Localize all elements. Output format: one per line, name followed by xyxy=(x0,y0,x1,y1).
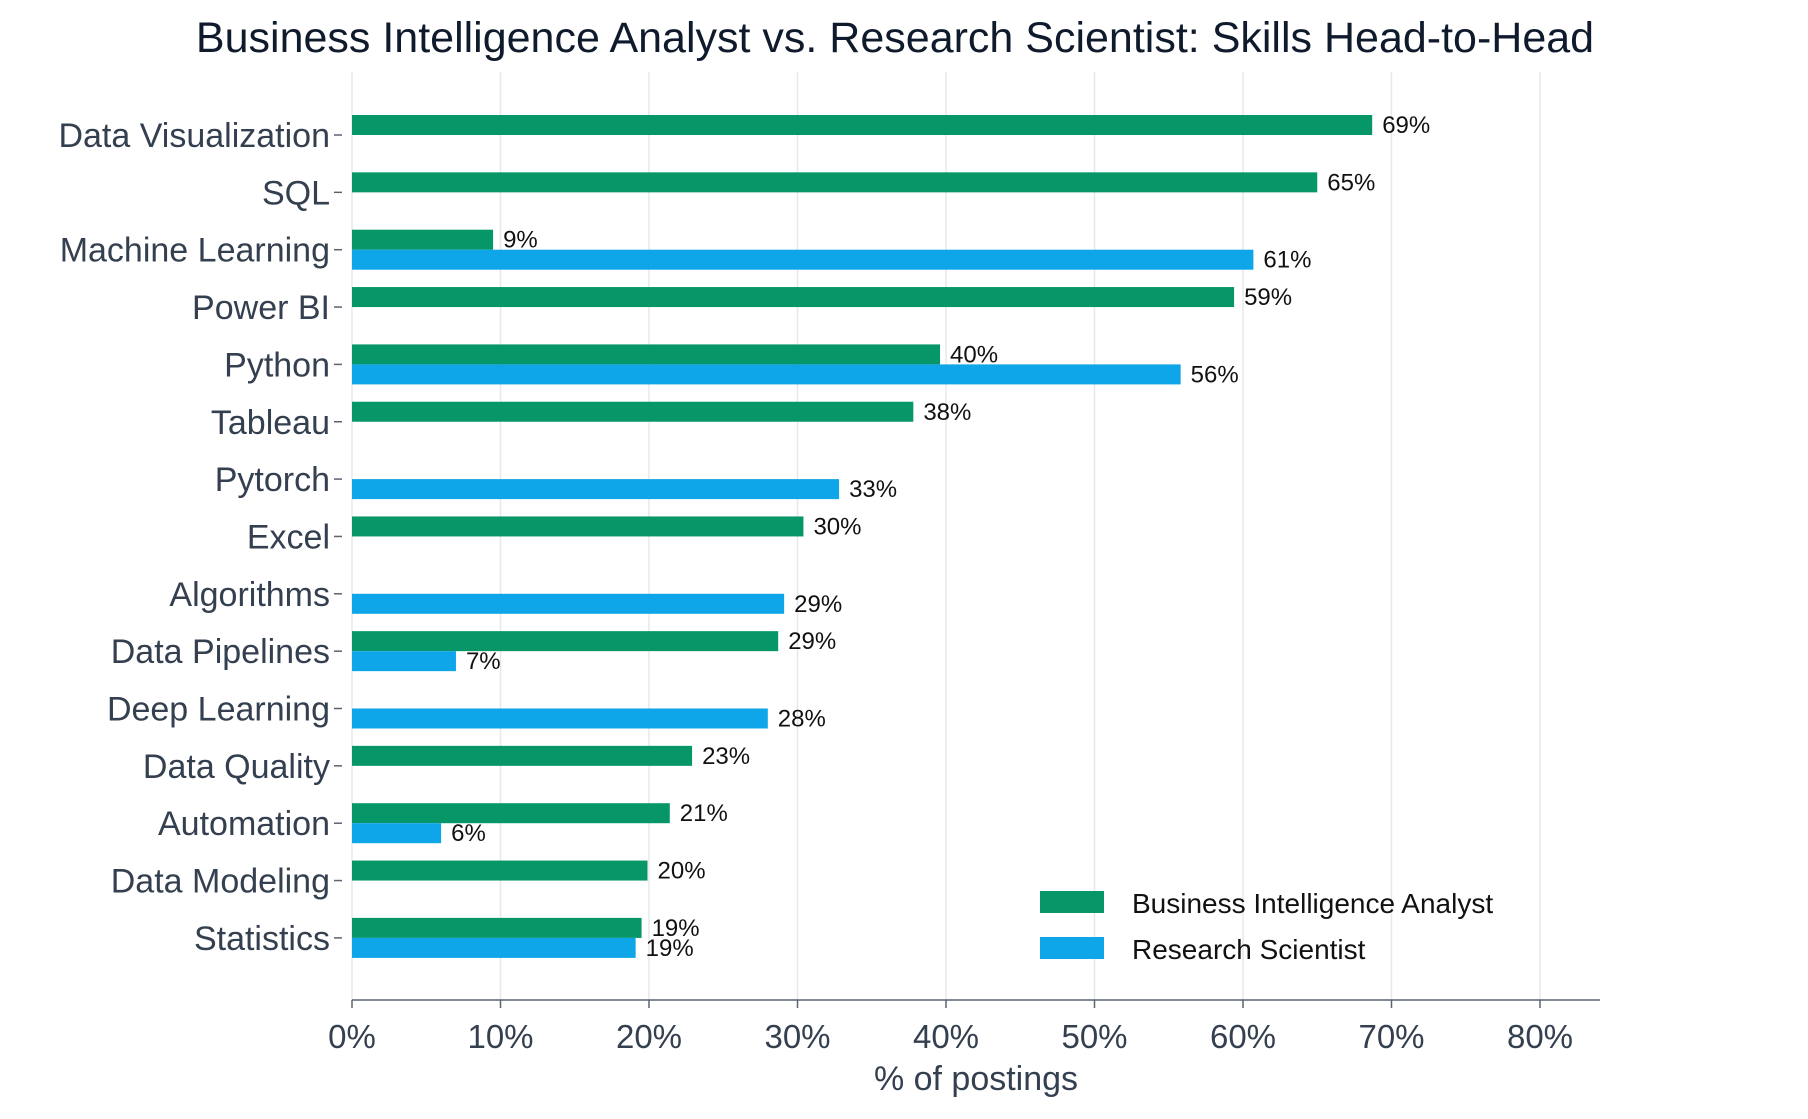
bar-bi-analyst xyxy=(352,344,941,365)
category-label: Algorithms xyxy=(169,576,330,614)
value-label: 33% xyxy=(849,476,897,503)
bar-research-scientist xyxy=(352,249,1254,270)
x-tick-label: 20% xyxy=(616,1018,682,1055)
category-label: Deep Learning xyxy=(107,691,330,729)
value-label: 65% xyxy=(1327,169,1375,196)
value-label: 56% xyxy=(1191,361,1239,388)
x-tick-label: 50% xyxy=(1061,1018,1127,1055)
value-label: 29% xyxy=(788,628,836,655)
value-label: 61% xyxy=(1263,247,1311,274)
value-label: 23% xyxy=(702,743,750,770)
bar-research-scientist xyxy=(352,593,785,614)
bar-research-scientist xyxy=(352,708,768,729)
bar-bi-analyst xyxy=(352,745,693,766)
bars xyxy=(352,115,1373,958)
value-label: 7% xyxy=(466,648,501,675)
grid xyxy=(351,72,1541,1000)
bar-research-scientist xyxy=(352,937,636,958)
x-tick-label: 80% xyxy=(1507,1018,1573,1055)
value-label: 28% xyxy=(778,706,826,733)
category-label: Data Quality xyxy=(143,748,330,786)
category-label: Tableau xyxy=(211,404,330,442)
x-tick-label: 0% xyxy=(328,1018,376,1055)
x-axis-title: % of postings xyxy=(874,1060,1078,1098)
value-label: 40% xyxy=(950,341,998,368)
category-label: Automation xyxy=(158,805,330,843)
bar-bi-analyst xyxy=(352,860,648,881)
category-label: Power BI xyxy=(192,289,330,327)
legend-label: Business Intelligence Analyst xyxy=(1132,888,1493,919)
category-label: Statistics xyxy=(194,920,330,958)
category-label: Machine Learning xyxy=(60,232,330,270)
value-label: 19% xyxy=(652,915,700,942)
category-label: SQL xyxy=(262,174,330,212)
bar-bi-analyst xyxy=(352,803,670,824)
bar-bi-analyst xyxy=(352,631,779,652)
category-label: Excel xyxy=(247,518,330,556)
x-tick-label: 30% xyxy=(764,1018,830,1055)
y-axis: Data Visualization SQL Machine Learning Pow… xyxy=(58,117,342,958)
legend: Business Intelligence Analyst Research Sc… xyxy=(1040,888,1493,965)
value-label: 38% xyxy=(923,399,971,426)
legend-swatch xyxy=(1040,891,1104,913)
x-tick-label: 40% xyxy=(913,1018,979,1055)
legend-item: Research Scientist xyxy=(1040,934,1366,965)
value-label: 29% xyxy=(794,591,842,618)
category-label: Pytorch xyxy=(215,461,330,499)
value-label: 21% xyxy=(680,800,728,827)
bar-bi-analyst xyxy=(352,401,914,422)
value-label: 59% xyxy=(1244,284,1292,311)
value-label: 20% xyxy=(658,858,706,885)
bar-bi-analyst xyxy=(352,229,494,250)
category-label: Python xyxy=(224,346,330,384)
bar-research-scientist xyxy=(352,364,1181,385)
value-label: 19% xyxy=(646,935,694,962)
bar-bi-analyst xyxy=(352,516,804,537)
category-label: Data Pipelines xyxy=(111,633,330,671)
x-tick-label: 60% xyxy=(1210,1018,1276,1055)
category-label: Data Modeling xyxy=(111,863,330,901)
bar-bi-analyst xyxy=(352,115,1373,135)
legend-label: Research Scientist xyxy=(1132,934,1366,965)
chart-title: Business Intelligence Analyst vs. Resear… xyxy=(196,14,1594,62)
x-axis: 0% 10% 20% 30% 40% 50% 60% 70% 80% xyxy=(328,999,1600,1055)
bar-bi-analyst xyxy=(352,917,642,938)
value-label: 9% xyxy=(503,227,538,254)
bar-bi-analyst xyxy=(352,287,1235,308)
bar-research-scientist xyxy=(352,823,442,844)
legend-item: Business Intelligence Analyst xyxy=(1040,888,1493,919)
x-tick-label: 10% xyxy=(467,1018,533,1055)
category-label: Data Visualization xyxy=(58,117,330,155)
value-label: 6% xyxy=(451,820,486,847)
bar-bi-analyst xyxy=(352,172,1318,193)
x-tick-label: 70% xyxy=(1358,1018,1424,1055)
bar-research-scientist xyxy=(352,479,840,500)
value-label: 30% xyxy=(813,513,861,540)
value-label: 69% xyxy=(1382,112,1430,139)
legend-swatch xyxy=(1040,937,1104,959)
bar-research-scientist xyxy=(352,651,456,672)
value-labels: 69% 65% 9% 61% 59% 40% 56% 38% 33% 30% 29% 29% 7% 28%… xyxy=(451,112,1430,962)
